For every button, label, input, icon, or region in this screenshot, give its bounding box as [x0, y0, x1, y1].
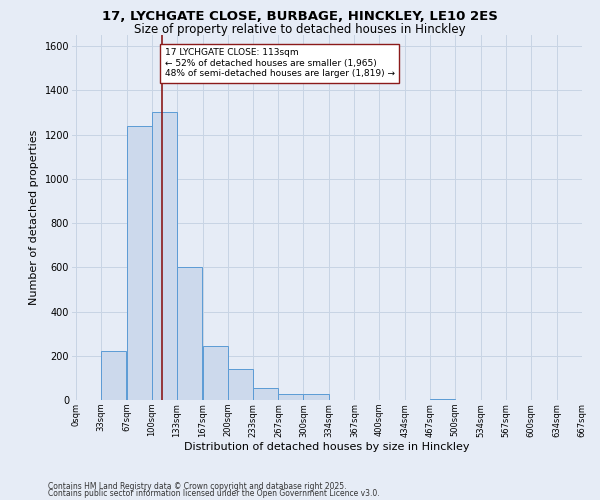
X-axis label: Distribution of detached houses by size in Hinckley: Distribution of detached houses by size …: [184, 442, 470, 452]
Bar: [177, 268, 202, 400]
Bar: [101, 352, 126, 400]
Bar: [304, 394, 329, 400]
Bar: [152, 112, 177, 400]
Text: 17, LYCHGATE CLOSE, BURBAGE, HINCKLEY, LE10 2ES: 17, LYCHGATE CLOSE, BURBAGE, HINCKLEY, L…: [102, 10, 498, 23]
Bar: [278, 394, 304, 400]
Text: 17 LYCHGATE CLOSE: 113sqm
← 52% of detached houses are smaller (1,965)
48% of se: 17 LYCHGATE CLOSE: 113sqm ← 52% of detac…: [164, 48, 395, 78]
Text: Contains HM Land Registry data © Crown copyright and database right 2025.: Contains HM Land Registry data © Crown c…: [48, 482, 347, 491]
Bar: [430, 399, 455, 400]
Text: Size of property relative to detached houses in Hinckley: Size of property relative to detached ho…: [134, 22, 466, 36]
Bar: [127, 126, 152, 400]
Bar: [203, 346, 227, 400]
Bar: [227, 369, 253, 400]
Bar: [253, 388, 278, 400]
Text: Contains public sector information licensed under the Open Government Licence v3: Contains public sector information licen…: [48, 489, 380, 498]
Y-axis label: Number of detached properties: Number of detached properties: [29, 130, 39, 305]
